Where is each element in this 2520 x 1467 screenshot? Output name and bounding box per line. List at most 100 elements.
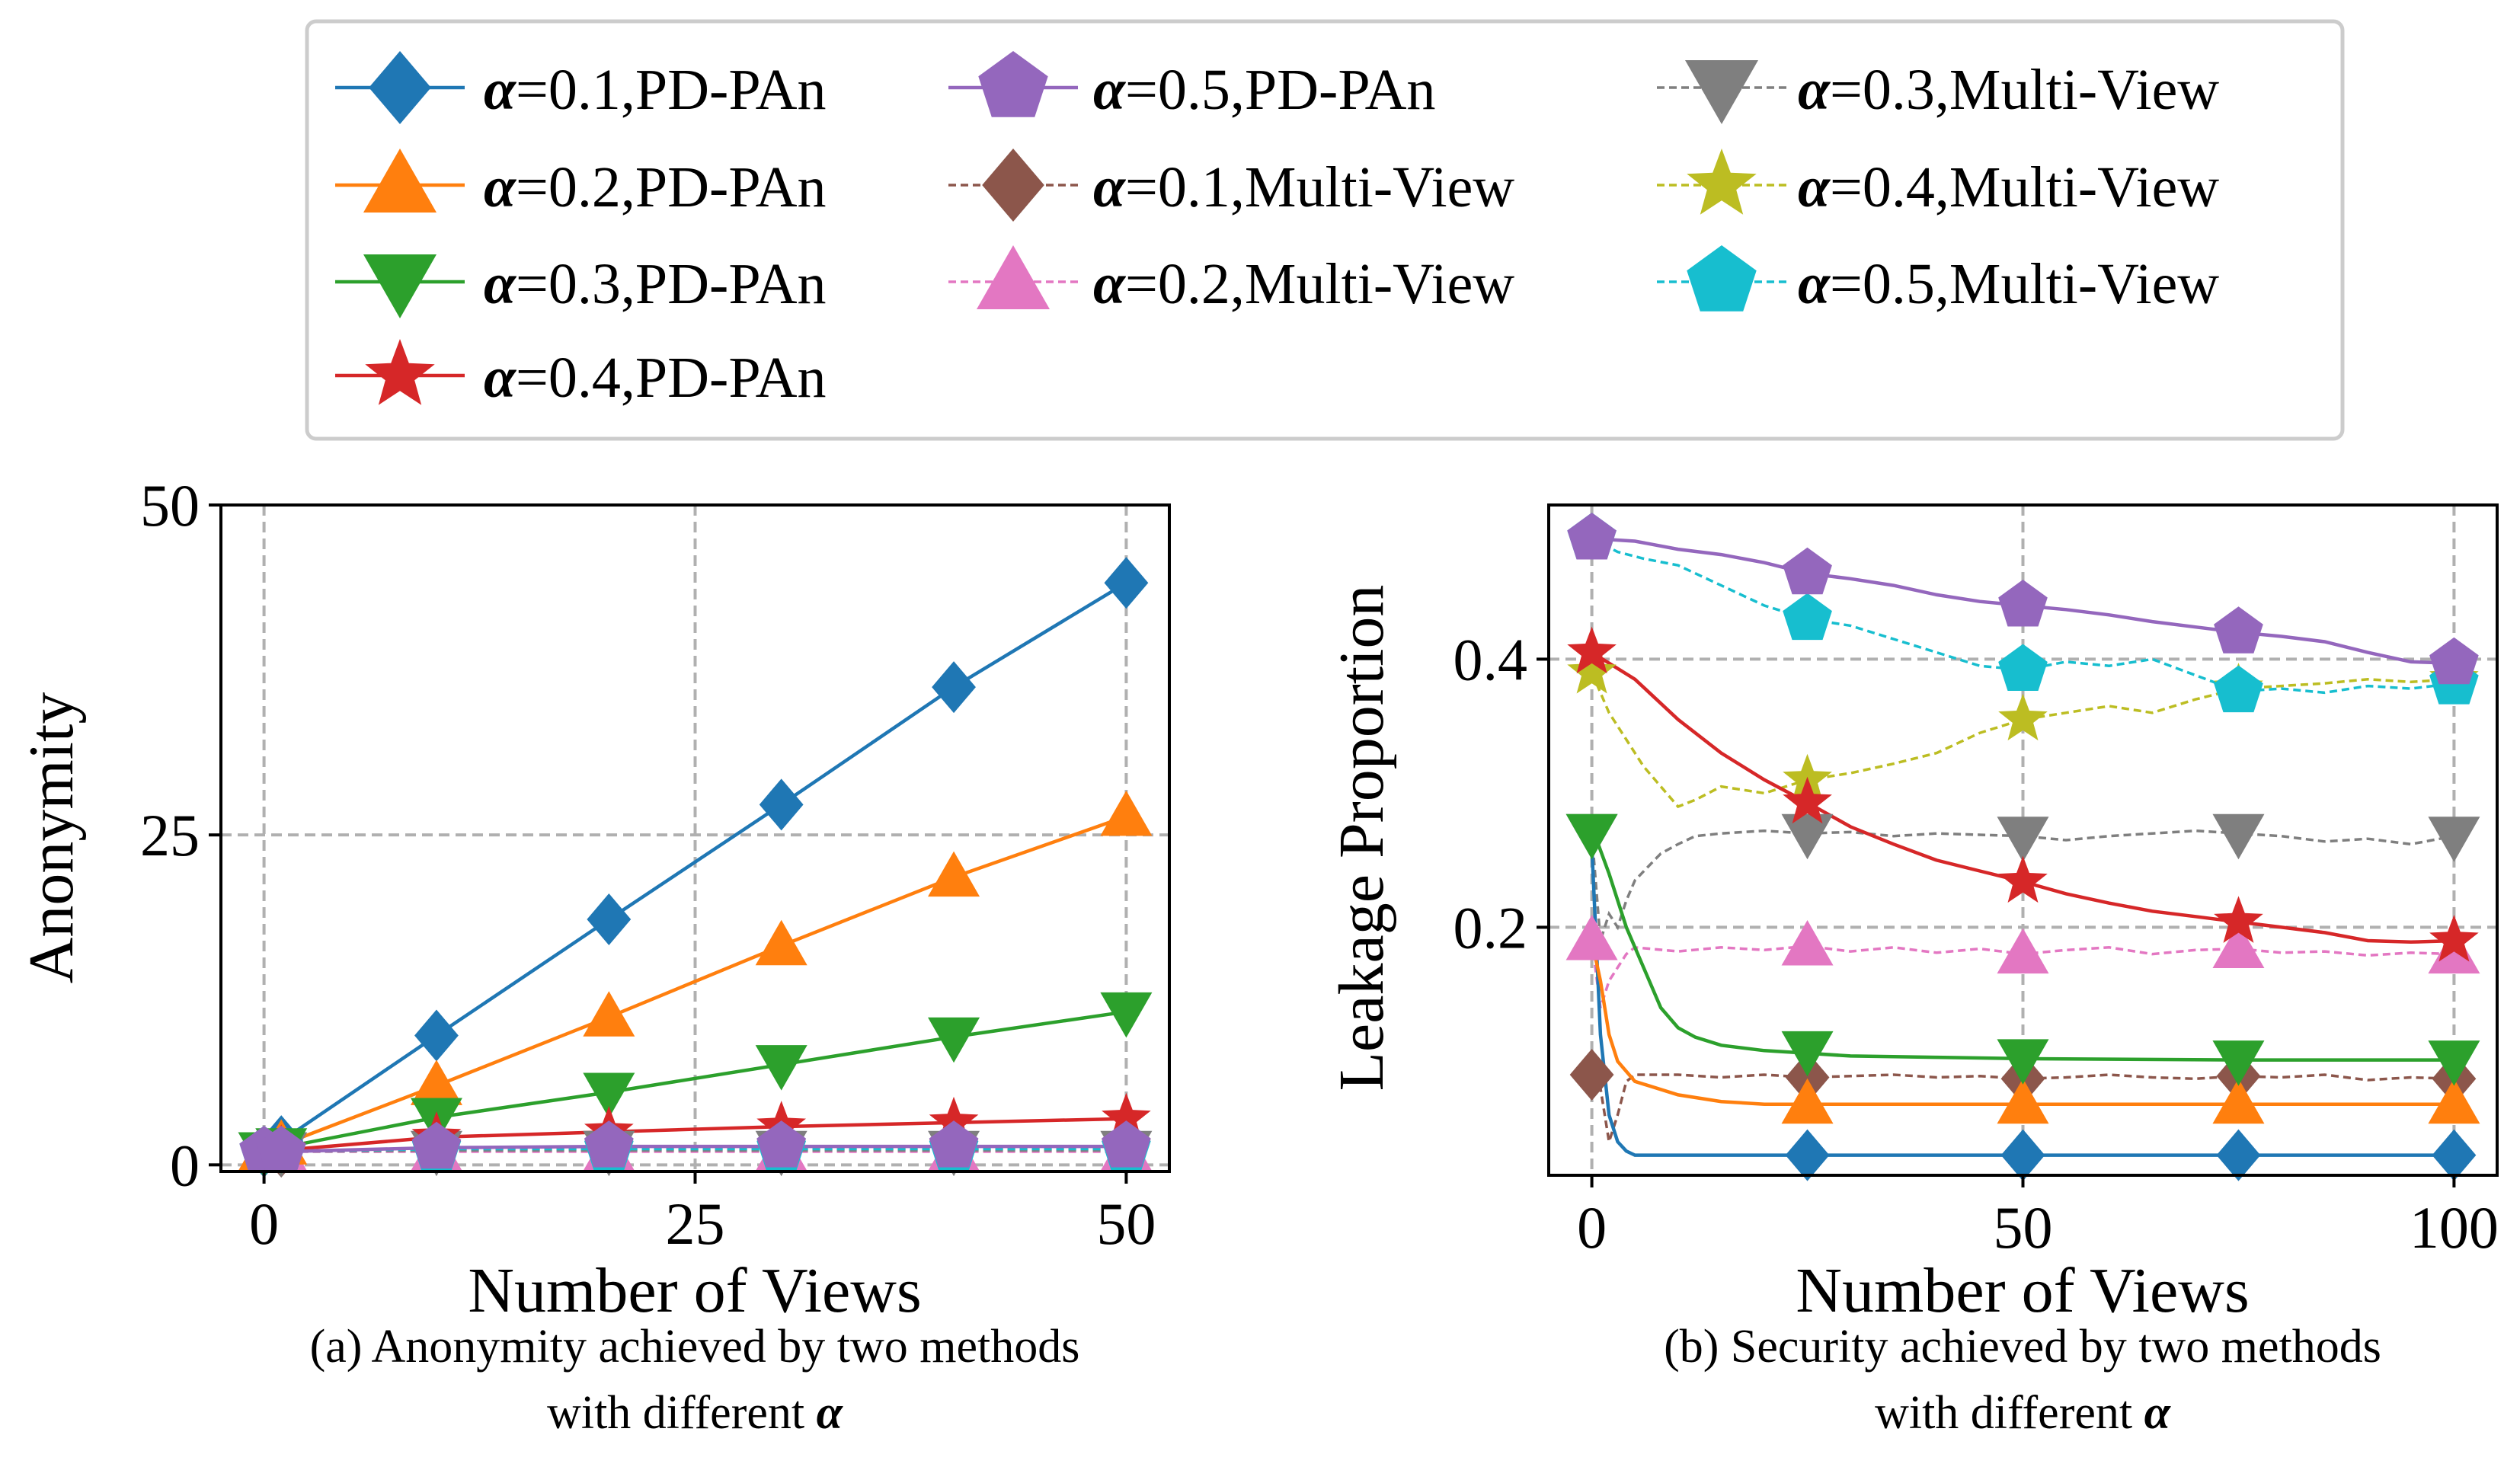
legend-label-pd4: α=0.4,PD-PAn [484,346,827,410]
legend-alpha: α [1798,58,1831,122]
series-line-pd1 [1590,846,2454,1157]
marker-pd5 [1783,547,1832,595]
series-line-mv2 [1590,940,2454,1008]
marker-mv2 [1565,915,1618,960]
marker-mv5 [1783,593,1832,641]
legend-alpha: α [1798,252,1831,316]
marker-pd4 [1102,1092,1151,1140]
legend-alpha: α [484,58,517,122]
marker-pd4 [2429,915,2479,962]
marker-pd1 [2000,1129,2045,1181]
legend-frame [305,19,2345,441]
marker-mv2 [1781,920,1834,966]
marker-pd3 [755,1045,807,1091]
marker-mv3 [1781,813,1834,860]
panel-b-ticks: 0 50 100 0.2 0.4 [1453,626,2499,1261]
panel-b: 0 50 100 0.2 0.4 Number of Views Leakage Pro… [1326,503,2499,1439]
marker-pd3 [1781,1031,1834,1077]
panel-a-caption-line1: (a) Anonymity achieved by two methods [310,1321,1080,1373]
marker-pd3 [1100,992,1153,1038]
marker-pd3 [583,1072,635,1119]
legend-alpha: α [1093,58,1127,122]
x-tick-label: 25 [666,1191,725,1257]
marker-pd2 [2212,1078,2265,1124]
legend-alpha: α [484,346,517,410]
marker-pd1 [2216,1129,2261,1181]
legend-label-text: =0.1,Multi-View [1125,155,1514,219]
series-line-mv3 [1590,829,2454,941]
marker-pd2 [583,991,635,1037]
legend-alpha: α [484,155,517,219]
legend-marker-pd4 [365,339,435,405]
marker-mv5 [2214,665,2263,713]
panel-a-caption-line2: with different α [547,1387,844,1439]
legend-label-text: =0.4,PD-PAn [516,346,827,410]
y-tick-label: 0 [170,1132,200,1198]
legend-label-mv4: α=0.4,Multi-View [1798,155,2219,219]
marker-pd2 [928,851,980,897]
marker-pd3 [1997,1039,2049,1085]
marker-pd2 [1100,790,1153,836]
panel-a-markers [238,557,1153,1178]
x-tick-label: 100 [2410,1194,2499,1261]
panel-b-caption-line2: with different α [1875,1387,2172,1439]
panel-b-xlabel: Number of Views [1796,1255,2249,1326]
marker-pd4 [1567,626,1617,674]
y-tick-label: 50 [140,472,200,539]
marker-pd2 [755,919,807,966]
marker-pd5 [1567,513,1617,560]
legend-alpha: α [1093,252,1127,316]
marker-mv1 [1785,1051,1830,1104]
legend-label-text: =0.5,Multi-View [1830,252,2219,316]
x-tick-label: 50 [1994,1194,2053,1261]
marker-pd5 [756,1120,806,1168]
panel-a: 0 25 50 0 25 50 Number of Views Anonymity (a)… [16,472,1171,1439]
panel-b-ylabel: Leakage Proportion [1326,585,1397,1091]
legend-marker-mv2 [977,245,1050,309]
marker-pd3 [2212,1040,2265,1086]
legend-label-pd3: α=0.3,PD-PAn [484,252,827,316]
marker-pd2 [1997,1078,2049,1124]
legend-label-text: =0.5,PD-PAn [1125,58,1436,122]
marker-pd3 [928,1017,980,1063]
legend-label-mv5: α=0.5,Multi-View [1798,252,2219,316]
x-tick-label: 0 [1577,1194,1607,1261]
legend-alpha: α [1093,155,1127,219]
marker-pd1 [414,1009,459,1062]
y-tick-label: 0.2 [1453,894,1528,960]
marker-pd3 [2428,1040,2480,1086]
legend-marker-mv3 [1685,60,1758,124]
series-line-pd3 [1590,826,2454,1062]
panel-a-grid [221,503,1169,1171]
panel-a-caption-alpha: α [817,1387,844,1439]
marker-pd4 [1998,855,2048,903]
legend-marker-pd3 [363,254,437,318]
panel-a-caption-line2-text: with different [547,1387,817,1439]
panel-a-xlabel: Number of Views [468,1255,921,1326]
marker-mv2 [1997,928,2049,974]
marker-pd1 [587,893,632,946]
marker-mv2 [2212,922,2265,969]
legend-label-mv3: α=0.3,Multi-View [1798,58,2219,122]
legend-label-pd2: α=0.2,PD-PAn [484,155,827,219]
marker-pd5 [256,1126,306,1173]
marker-mv1 [1569,1049,1614,1101]
marker-pd4 [2214,896,2263,943]
legend-alpha: α [1798,155,1831,219]
marker-pd1 [2432,1129,2477,1181]
marker-pd1 [1104,557,1149,609]
marker-mv4 [1998,693,2048,741]
legend-marker-pd1 [369,51,431,124]
panel-a-frame [219,503,1171,1173]
marker-pd2 [2428,1078,2480,1124]
marker-mv3 [1997,817,2049,862]
legend-marker-pd2 [363,149,437,213]
legend-marker-mv5 [1687,245,1757,312]
legend-label-text: =0.2,Multi-View [1125,252,1514,316]
marker-pd2 [410,1060,462,1105]
y-tick-label: 0.4 [1453,626,1528,692]
legend: α=0.1,PD-PAnα=0.2,PD-PAnα=0.3,PD-PAnα=0.… [305,19,2345,441]
legend-marker-pd5 [978,51,1048,117]
legend-marker-mv1 [982,149,1044,222]
panel-a-ylabel: Anonymity [16,692,87,984]
